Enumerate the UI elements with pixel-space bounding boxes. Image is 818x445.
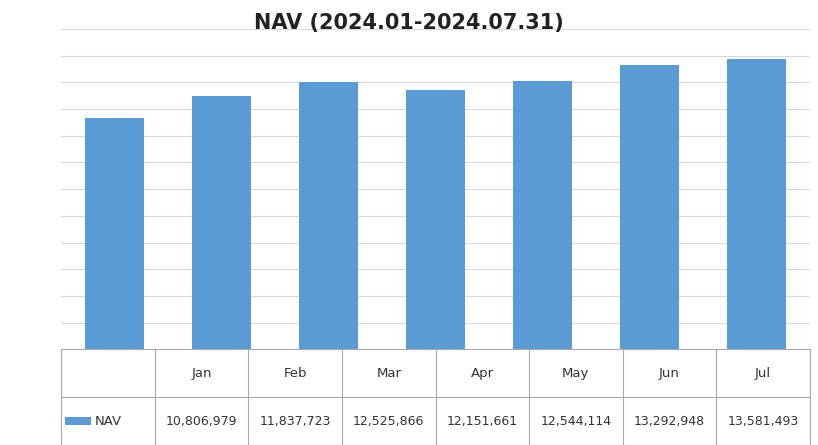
Bar <box>407 90 465 349</box>
Text: NAV: NAV <box>95 415 122 428</box>
Bar <box>513 81 572 349</box>
FancyBboxPatch shape <box>65 417 92 425</box>
Text: Jul: Jul <box>755 367 771 380</box>
Text: Jan: Jan <box>191 367 212 380</box>
Text: 12,151,661: 12,151,661 <box>447 415 518 428</box>
Text: NAV (2024.01-2024.07.31): NAV (2024.01-2024.07.31) <box>254 13 564 33</box>
Text: Mar: Mar <box>376 367 402 380</box>
Bar <box>192 97 251 349</box>
Text: 11,837,723: 11,837,723 <box>259 415 331 428</box>
Text: 12,544,114: 12,544,114 <box>541 415 612 428</box>
Text: Feb: Feb <box>284 367 307 380</box>
Bar <box>85 118 144 349</box>
Text: 13,292,948: 13,292,948 <box>634 415 705 428</box>
Text: Apr: Apr <box>471 367 494 380</box>
Text: Jun: Jun <box>659 367 680 380</box>
Bar <box>620 65 679 349</box>
Text: 13,581,493: 13,581,493 <box>727 415 798 428</box>
Bar <box>727 59 786 349</box>
Text: 10,806,979: 10,806,979 <box>166 415 237 428</box>
Bar <box>299 82 358 349</box>
Text: 12,525,866: 12,525,866 <box>353 415 425 428</box>
Text: May: May <box>562 367 590 380</box>
